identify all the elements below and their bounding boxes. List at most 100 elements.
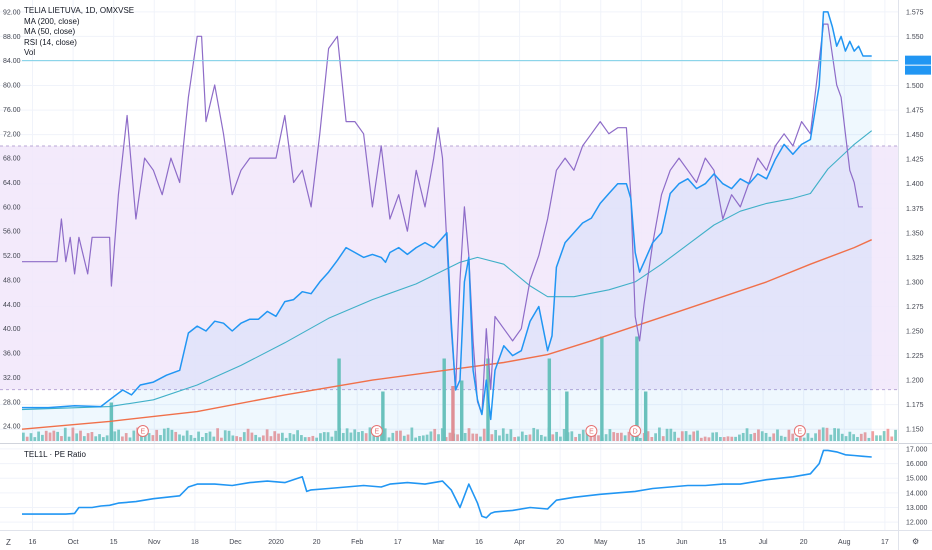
volume-bar: [779, 435, 783, 441]
x-axis-tick: 16: [475, 539, 483, 546]
volume-bar: [585, 433, 589, 441]
volume-bar: [391, 432, 395, 441]
volume-bar: [878, 435, 882, 441]
marker-label: E: [798, 429, 803, 436]
volume-bar: [421, 435, 425, 441]
rsi-line: [22, 23, 863, 415]
volume-bar: [810, 437, 814, 441]
volume-bar: [768, 436, 772, 441]
volume-bar: [227, 430, 231, 441]
volume-bar: [25, 436, 29, 441]
volume-bar: [494, 429, 498, 441]
volume-bar: [311, 435, 315, 441]
legend-vol[interactable]: Vol: [24, 48, 36, 57]
earnings-marker[interactable]: [793, 425, 806, 437]
gear-icon[interactable]: ⚙: [912, 537, 920, 546]
volume-bar: [364, 433, 368, 441]
volume-bar: [201, 437, 204, 441]
volume-bar: [212, 436, 216, 441]
volume-bar: [806, 433, 810, 441]
x-axis[interactable]: 16 Oct 15 Nov 18 Dec 2020 20 Feb 17 Mar 16 Apr 20 May 1…: [29, 539, 889, 546]
volume-bar: [616, 432, 619, 441]
volume-bar: [113, 431, 117, 441]
volume-bar: [539, 434, 543, 441]
volume-spike-bar: [600, 336, 604, 441]
pe-axis-tick: 13.000: [906, 505, 928, 512]
pe-ratio-line[interactable]: [22, 449, 872, 519]
volume-bar: [90, 432, 94, 441]
volume-bar: [277, 433, 280, 441]
left-axis-tick: 64.00: [3, 180, 21, 187]
volume-spike-bar: [381, 391, 385, 441]
volume-bar: [661, 436, 665, 441]
dividend-marker[interactable]: [629, 425, 642, 437]
earnings-marker[interactable]: [370, 425, 383, 437]
volume-bar: [250, 432, 254, 441]
pe-panel-title[interactable]: TEL1L · PE Ratio: [24, 450, 86, 459]
volume-bar: [79, 430, 82, 441]
volume-bar: [867, 437, 871, 441]
right-axis-tick: 1.425: [906, 157, 924, 164]
volume-bar: [684, 431, 688, 441]
timezone-toggle[interactable]: Z: [6, 538, 11, 547]
volume-bar: [63, 427, 67, 441]
left-axis: 92.00 88.00 84.00 80.00 76.00 72.00 68.00 64.00…: [3, 9, 21, 430]
pe-axis-tick: 12.000: [906, 520, 928, 527]
volume-bar: [623, 435, 627, 441]
pe-axis-tick: 16.000: [906, 461, 928, 468]
volume-bar: [814, 433, 817, 441]
x-axis-tick: Oct: [68, 539, 79, 546]
volume-bar: [178, 434, 181, 441]
volume-bar: [140, 433, 143, 441]
earnings-marker[interactable]: [136, 425, 149, 437]
volume-bar: [528, 434, 532, 441]
pe-axis-tick: 17.000: [906, 446, 928, 453]
volume-bar: [185, 430, 189, 441]
volume-bar: [875, 435, 878, 441]
x-axis-tick: 16: [29, 539, 37, 546]
volume-bar: [410, 427, 414, 441]
volume-bar: [852, 434, 856, 441]
volume-bar: [357, 432, 360, 441]
volume-bar: [174, 431, 178, 441]
volume-bar: [56, 431, 60, 441]
left-axis-tick: 48.00: [3, 277, 21, 284]
volume-bar: [536, 429, 539, 441]
volume-bar: [429, 431, 433, 441]
volume-bar: [520, 431, 524, 441]
volume-bar: [764, 432, 768, 441]
volume-bar: [399, 430, 402, 441]
volume-bar: [753, 432, 757, 441]
volume-bar: [730, 436, 734, 441]
volume-bar: [368, 427, 372, 441]
volume-bar: [296, 430, 299, 441]
volume-bar: [242, 432, 246, 441]
volume-bar: [463, 433, 467, 441]
volume-bar: [825, 427, 829, 441]
volume-bar: [440, 428, 444, 441]
volume-bar: [745, 428, 749, 441]
volume-bar: [246, 428, 250, 441]
price-line[interactable]: [22, 11, 872, 421]
volume-bar: [749, 434, 753, 441]
earnings-marker[interactable]: [585, 425, 598, 437]
volume-bar: [844, 436, 848, 441]
volume-bar: [406, 434, 410, 441]
volume-bar: [703, 436, 707, 441]
legend-ma200[interactable]: MA (200, close): [24, 16, 80, 26]
legend-rsi[interactable]: RSI (14, close): [24, 37, 77, 47]
volume-bar: [258, 437, 261, 441]
legend: TELIA LIETUVA, 1D, OMXVSE MA (200, close…: [24, 6, 134, 59]
volume-bar: [425, 434, 429, 441]
legend-ma50[interactable]: MA (50, close): [24, 27, 76, 36]
volume-bar: [307, 437, 311, 441]
legend-symbol[interactable]: TELIA LIETUVA, 1D, OMXVSE: [24, 6, 135, 15]
right-axis-tick: 1.300: [906, 279, 924, 286]
volume-bar: [322, 432, 326, 441]
volume-bar: [829, 434, 833, 441]
volume-bar: [890, 436, 894, 441]
volume-bar: [231, 435, 235, 441]
volume-bar: [349, 432, 353, 441]
